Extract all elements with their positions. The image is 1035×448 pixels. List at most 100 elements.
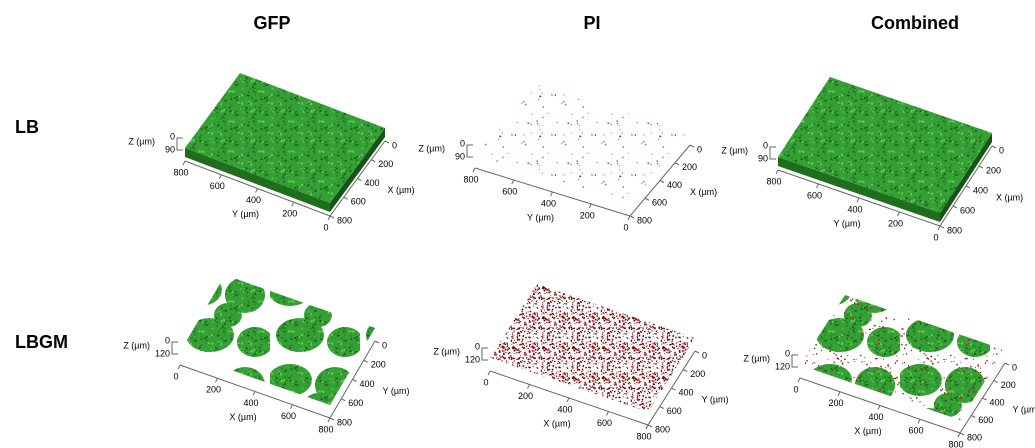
side-tick: 800: [637, 215, 652, 225]
tick-mark: [357, 178, 362, 181]
front-axis-label: Y (µm): [833, 218, 860, 228]
side-tick: 600: [667, 406, 682, 416]
side-tick: 200: [378, 159, 393, 169]
tick-mark: [327, 215, 331, 221]
tick-mark: [255, 188, 258, 193]
tick-mark: [363, 359, 368, 363]
z-label: Z (µm): [721, 145, 748, 155]
front-tick: 400: [541, 198, 556, 208]
side-tick: 400: [365, 178, 380, 188]
tick-mark: [215, 378, 218, 383]
side-tick: 0: [999, 145, 1004, 155]
tick-mark: [689, 144, 695, 148]
z-label: Z (µm): [123, 340, 150, 350]
side-axis-label: X (µm): [996, 192, 1023, 202]
tick-mark: [939, 225, 945, 229]
side-face: [185, 148, 330, 212]
z-axis: [769, 146, 776, 160]
tick-mark: [343, 196, 348, 200]
tick-mark: [374, 340, 380, 344]
tick-mark: [971, 415, 976, 418]
tick-mark: [959, 432, 965, 436]
side-face: [778, 157, 940, 222]
side-tick: 200: [371, 360, 386, 370]
front-tick: 400: [847, 204, 862, 214]
front-tick: 800: [463, 174, 478, 184]
tick-mark: [352, 379, 357, 382]
tick-mark: [588, 203, 592, 209]
tick-mark: [647, 424, 653, 428]
tick-mark: [965, 185, 971, 189]
tick-mark: [957, 432, 961, 438]
tick-mark: [472, 167, 476, 173]
side-tick: 600: [652, 198, 667, 208]
tick-mark: [218, 174, 222, 179]
front-tick: 600: [502, 186, 517, 196]
tick-mark: [629, 215, 635, 219]
tick-mark: [327, 417, 331, 423]
z-label: Z (µm): [418, 143, 445, 153]
front-tick: 400: [868, 412, 883, 422]
tick-mark: [384, 140, 390, 144]
side-tick: 400: [973, 185, 988, 195]
side-tick: 200: [986, 165, 1001, 175]
side-tick: 600: [978, 415, 993, 425]
row-label: LBGM: [15, 332, 68, 352]
z-label: Z (µm): [743, 353, 770, 363]
tick-mark: [329, 417, 335, 421]
side-tick: 200: [682, 162, 697, 172]
side-tick: 0: [697, 144, 702, 154]
tick-mark: [606, 411, 609, 416]
front-axis-label: X (µm): [229, 412, 256, 422]
tick-mark: [252, 391, 256, 396]
side-face: [330, 128, 385, 212]
front-tick: 0: [173, 371, 178, 381]
z-axis: [171, 341, 178, 355]
z-axis: [481, 347, 488, 361]
tick-mark: [816, 183, 819, 189]
front-tick: 200: [206, 385, 221, 395]
front-tick: 600: [281, 411, 296, 421]
tick-mark: [645, 424, 649, 430]
front-axis-label: X (µm): [543, 418, 570, 428]
front-tick: 600: [597, 418, 612, 428]
z-tick: 0: [785, 348, 790, 358]
tick-mark: [991, 145, 997, 149]
tick-mark: [671, 387, 676, 391]
side-tick: 800: [337, 215, 352, 225]
front-tick: 600: [908, 426, 923, 436]
tick-mark: [978, 165, 984, 169]
front-tick: 600: [210, 181, 225, 191]
z-tick: 0: [170, 131, 175, 141]
tick-mark: [937, 225, 941, 231]
side-tick: 0: [1012, 362, 1017, 372]
top-face: [778, 77, 992, 213]
tick-mark: [644, 197, 650, 201]
tick-mark: [291, 202, 295, 207]
tick-mark: [566, 397, 570, 403]
z-tick: 0: [165, 335, 170, 345]
tick-mark: [694, 350, 700, 354]
front-tick: 200: [518, 391, 533, 401]
column-header: Combined: [871, 13, 959, 33]
side-tick: 600: [960, 205, 975, 215]
tick-mark: [797, 377, 801, 383]
top-face: [490, 284, 695, 412]
row-label: LB: [15, 117, 39, 137]
front-axis-label: X (µm): [854, 426, 881, 436]
side-face: [940, 133, 992, 222]
front-tick: 400: [246, 195, 261, 205]
tick-mark: [659, 180, 665, 183]
front-tick: 0: [933, 232, 938, 242]
side-tick: 0: [392, 140, 397, 150]
front-tick: 800: [173, 167, 188, 177]
z-tick: 120: [155, 348, 170, 358]
z-tick: 90: [758, 153, 768, 163]
side-axis-label: X (µm): [388, 185, 415, 195]
tick-mark: [290, 404, 293, 409]
tick-mark: [1004, 362, 1010, 366]
front-tick: 200: [828, 398, 843, 408]
side-tick: 200: [690, 369, 705, 379]
